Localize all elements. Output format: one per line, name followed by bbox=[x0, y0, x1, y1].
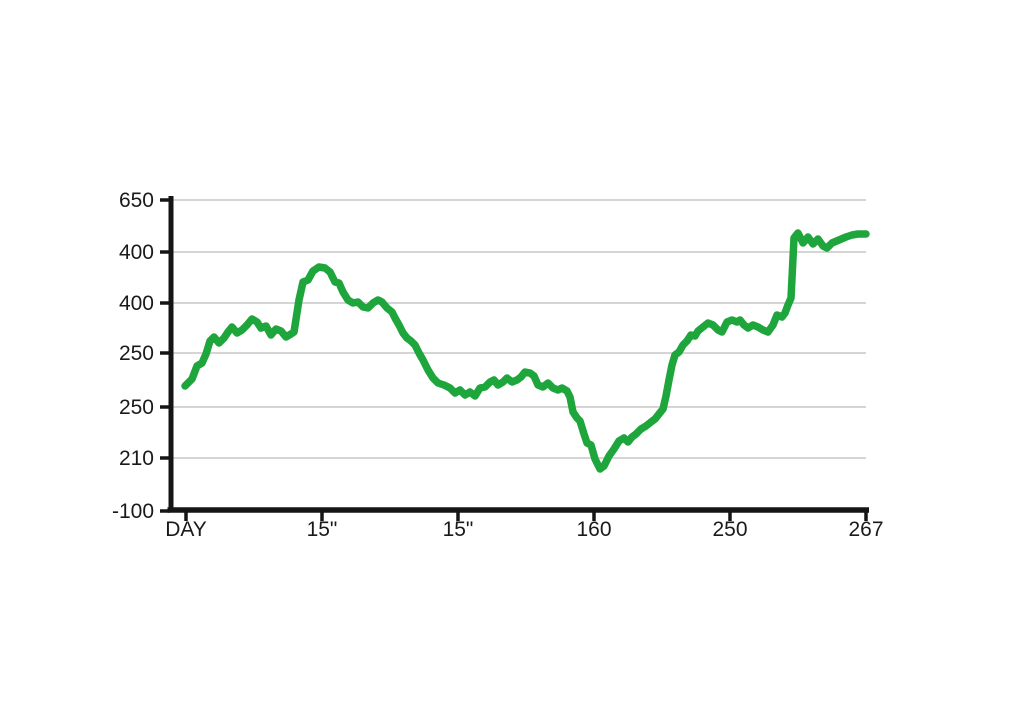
y-tick-label: 400 bbox=[119, 241, 154, 264]
x-tick-label: DAY bbox=[165, 518, 207, 541]
x-axis-labels: DAY 15" 15" 160 250 267 bbox=[165, 518, 883, 541]
y-tick-label: -100 bbox=[112, 500, 154, 523]
y-tick-label: 250 bbox=[119, 396, 154, 419]
y-tick-label: 250 bbox=[119, 342, 154, 365]
y-tick-label: 400 bbox=[119, 292, 154, 315]
data-series bbox=[181, 229, 870, 473]
axes bbox=[167, 196, 869, 513]
y-axis-labels: 650 400 400 250 250 210 -100 bbox=[112, 189, 154, 523]
x-tick-label: 160 bbox=[576, 518, 611, 541]
x-tick-label: 15" bbox=[307, 518, 338, 541]
x-tick-label: 267 bbox=[848, 518, 883, 541]
x-axis-ticks bbox=[184, 512, 868, 521]
gridlines bbox=[173, 199, 866, 459]
x-tick-label: 250 bbox=[712, 518, 747, 541]
y-axis-ticks bbox=[160, 198, 170, 513]
green-line-series bbox=[181, 229, 870, 473]
x-tick-label: 15" bbox=[443, 518, 474, 541]
y-tick-label: 650 bbox=[119, 189, 154, 212]
y-tick-label: 210 bbox=[119, 447, 154, 470]
